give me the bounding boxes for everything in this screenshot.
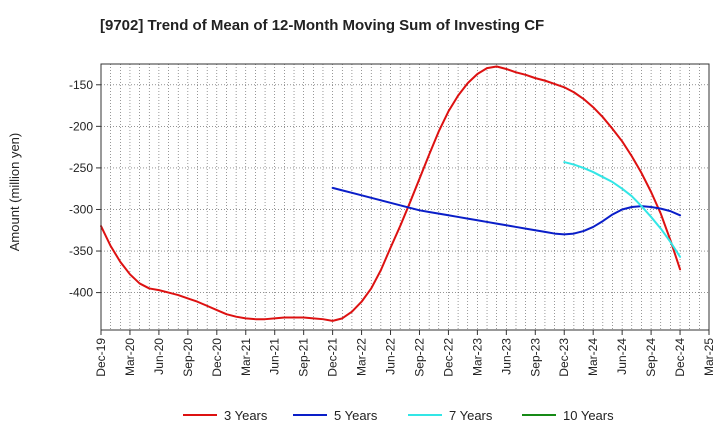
grid-lines	[101, 64, 709, 330]
x-tick-label: Dec-19	[94, 338, 108, 377]
y-axis-ticks: -150 -200 -250 -300 -350 -400	[69, 78, 101, 300]
x-tick-label: Mar-24	[586, 338, 600, 376]
x-tick-label: Jun-21	[268, 338, 282, 375]
x-tick-label: Mar-22	[355, 338, 369, 376]
legend-label-3-years: 3 Years	[224, 408, 268, 423]
x-tick-label: Sep-24	[644, 338, 658, 377]
y-tick-label: -200	[69, 119, 93, 133]
series-line-5-years	[331, 186, 682, 236]
x-tick-label: Jun-22	[384, 338, 398, 375]
y-axis-label: Amount (million yen)	[7, 133, 22, 252]
legend: 3 Years 5 Years 7 Years 10 Years	[183, 408, 614, 423]
plot-border	[100, 63, 710, 331]
legend-label-7-years: 7 Years	[449, 408, 493, 423]
x-tick-label: Dec-24	[673, 338, 687, 377]
series-line-3-years	[100, 65, 682, 322]
series-lines	[100, 65, 682, 322]
x-tick-label: Sep-20	[181, 338, 195, 377]
x-tick-label: Mar-21	[239, 338, 253, 376]
x-tick-label: Dec-23	[557, 338, 571, 377]
plot-area	[101, 64, 709, 330]
y-tick-label: -400	[69, 286, 93, 300]
x-tick-label: Jun-23	[499, 338, 513, 375]
x-tick-label: Jun-20	[152, 338, 166, 375]
x-tick-label: Mar-25	[702, 338, 716, 376]
x-tick-label: Dec-21	[326, 338, 340, 377]
x-tick-label: Dec-20	[210, 338, 224, 377]
x-axis-ticks: Dec-19 Mar-20 Jun-20 Sep-20 Dec-20 Mar-21 Jun-…	[94, 330, 716, 377]
x-tick-label: Sep-21	[297, 338, 311, 377]
y-tick-label: -150	[69, 78, 93, 92]
legend-label-10-years: 10 Years	[563, 408, 614, 423]
y-tick-label: -250	[69, 161, 93, 175]
x-tick-label: Sep-23	[528, 338, 542, 377]
x-tick-label: Mar-20	[123, 338, 137, 376]
x-tick-label: Jun-24	[615, 338, 629, 375]
x-tick-label: Dec-22	[441, 338, 455, 377]
series-line-7-years	[563, 161, 682, 258]
x-tick-label: Mar-23	[470, 338, 484, 376]
y-tick-label: -300	[69, 202, 93, 216]
chart-title: [9702] Trend of Mean of 12-Month Moving …	[100, 17, 544, 34]
legend-label-5-years: 5 Years	[334, 408, 378, 423]
x-tick-label: Sep-22	[412, 338, 426, 377]
y-tick-label: -350	[69, 244, 93, 258]
